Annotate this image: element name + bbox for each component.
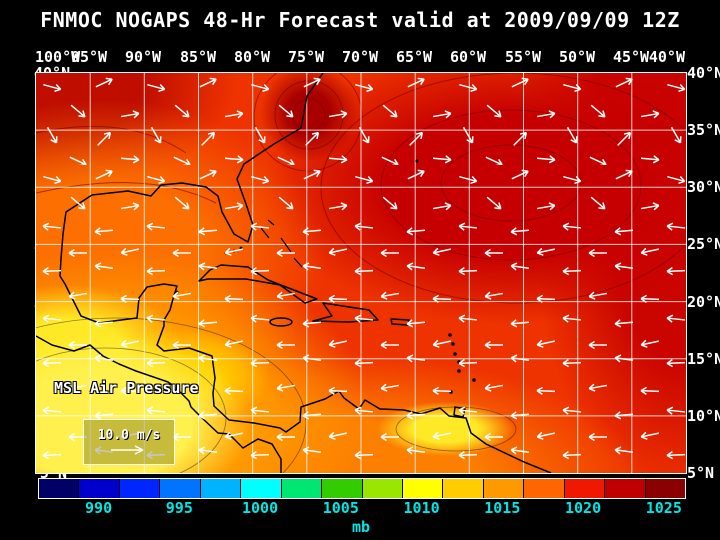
colorbar (38, 478, 686, 499)
lon-label: 40°W (648, 48, 685, 66)
lat-label: 15°N (687, 350, 720, 368)
lat-label: 5°N (687, 464, 715, 482)
colorbar-segment (645, 479, 685, 498)
lat-label: 35°N (687, 121, 720, 139)
lon-label: 70°W (341, 48, 379, 66)
latitude-axis-right: 40°N 35°N 30°N 25°N 20°N 15°N 10°N 5°N (687, 64, 720, 482)
colorbar-tick: 1010 (403, 499, 440, 517)
lon-label: 95°W (70, 48, 108, 66)
lon-label: 45°W (612, 48, 650, 66)
colorbar-segment (39, 479, 79, 498)
colorbar-segment (200, 479, 241, 498)
lon-label: 85°W (179, 48, 217, 66)
lon-label: 50°W (558, 48, 596, 66)
colorbar-tick: 1020 (565, 499, 602, 517)
lat-label: 10°N (687, 407, 720, 425)
colorbar-tick: 1000 (242, 499, 279, 517)
forecast-title: FNMOC NOGAPS 48-Hr Forecast valid at 200… (40, 8, 680, 32)
reference-arrow-icon (111, 445, 144, 455)
wind-vectors-overlay (36, 73, 686, 473)
lon-label: 100°W (35, 48, 81, 66)
lat-label: 20°N (687, 293, 720, 311)
field-label: MSL Air Pressure (54, 379, 199, 397)
colorbar-tick: 1025 (645, 499, 682, 517)
lon-label: 90°W (124, 48, 162, 66)
lat-label: 25°N (687, 235, 720, 253)
colorbar-segment (402, 479, 443, 498)
colorbar-segment (564, 479, 605, 498)
colorbar-segment (281, 479, 322, 498)
colorbar-unit: mb (351, 518, 371, 536)
colorbar-segment (524, 479, 564, 498)
lon-label: 75°W (287, 48, 325, 66)
colorbar-tick: 1015 (484, 499, 521, 517)
colorbar-segment (160, 479, 200, 498)
lon-label: 60°W (449, 48, 487, 66)
lon-label: 80°W (233, 48, 271, 66)
wind-scale-value: 10.0 m/s (97, 428, 161, 443)
colorbar-segment (483, 479, 524, 498)
colorbar-segment (443, 479, 483, 498)
colorbar-segment (322, 479, 362, 498)
wind-scale-legend: 10.0 m/s (83, 419, 175, 465)
longitude-axis: 100°W 95°W 90°W 85°W 80°W 75°W 70°W 65°W… (35, 48, 685, 66)
colorbar-segment (79, 479, 119, 498)
map-overlay (36, 73, 686, 473)
colorbar-segment (241, 479, 281, 498)
colorbar-tick: 1005 (322, 499, 359, 517)
colorbar-ticks: 990 995 1000 1005 1010 1015 1020 1025 (38, 499, 684, 517)
colorbar-segment (362, 479, 402, 498)
latitude-axis-left: 40°N 35°N 30°N 25°N 20°N 15°N 10°N 5°N (1, 64, 70, 482)
lon-label: 55°W (504, 48, 542, 66)
map-canvas: MSL Air Pressure 10.0 m/s (35, 72, 687, 474)
lat-label: 30°N (687, 178, 720, 196)
colorbar-segment (119, 479, 160, 498)
lon-label: 65°W (395, 48, 433, 66)
lat-label: 40°N (687, 64, 720, 82)
colorbar-segment (605, 479, 645, 498)
colorbar-tick: 995 (165, 499, 193, 517)
colorbar-tick: 990 (85, 499, 113, 517)
